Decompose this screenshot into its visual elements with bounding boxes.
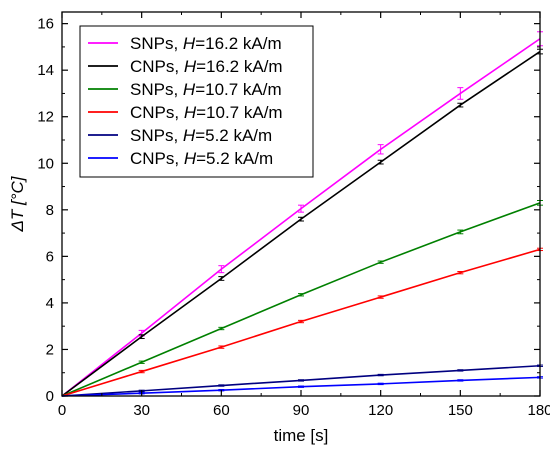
y-tick-label: 16	[37, 16, 54, 33]
x-tick-label: 150	[448, 402, 473, 419]
legend-label: CNPs, H=16.2 kA/m	[130, 57, 283, 76]
y-tick-label: 4	[46, 295, 54, 312]
y-tick-label: 2	[46, 341, 54, 358]
x-axis-title: time [s]	[274, 426, 329, 445]
legend-label: CNPs, H=10.7 kA/m	[130, 103, 283, 122]
x-tick-label: 60	[213, 402, 230, 419]
x-tick-label: 0	[58, 402, 66, 419]
y-tick-label: 14	[37, 62, 54, 79]
legend-label: SNPs, H=5.2 kA/m	[130, 126, 272, 145]
y-axis-title: ΔT [°C]	[8, 175, 27, 232]
y-tick-label: 12	[37, 109, 54, 126]
legend-label: SNPs, H=10.7 kA/m	[130, 80, 282, 99]
x-tick-label: 120	[368, 402, 393, 419]
y-tick-label: 6	[46, 248, 54, 265]
legend-box	[79, 25, 314, 178]
x-tick-label: 30	[133, 402, 150, 419]
x-tick-label: 180	[527, 402, 550, 419]
y-tick-label: 8	[46, 202, 54, 219]
axes: 0 30 60 90 120 150 180 0 2 4 6 8 10 12 14 16 time [s] ΔT …	[8, 12, 550, 445]
series-line	[61, 202, 541, 397]
legend-label: CNPs, H=5.2 kA/m	[130, 149, 273, 168]
x-tick-label: 90	[293, 402, 310, 419]
y-tick-label: 0	[46, 388, 54, 405]
legend: SNPs, H=16.2 kA/m CNPs, H=16.2 kA/m SNPs, …	[79, 25, 314, 178]
y-tick-label: 10	[37, 155, 54, 172]
legend-label: SNPs, H=16.2 kA/m	[130, 34, 282, 53]
